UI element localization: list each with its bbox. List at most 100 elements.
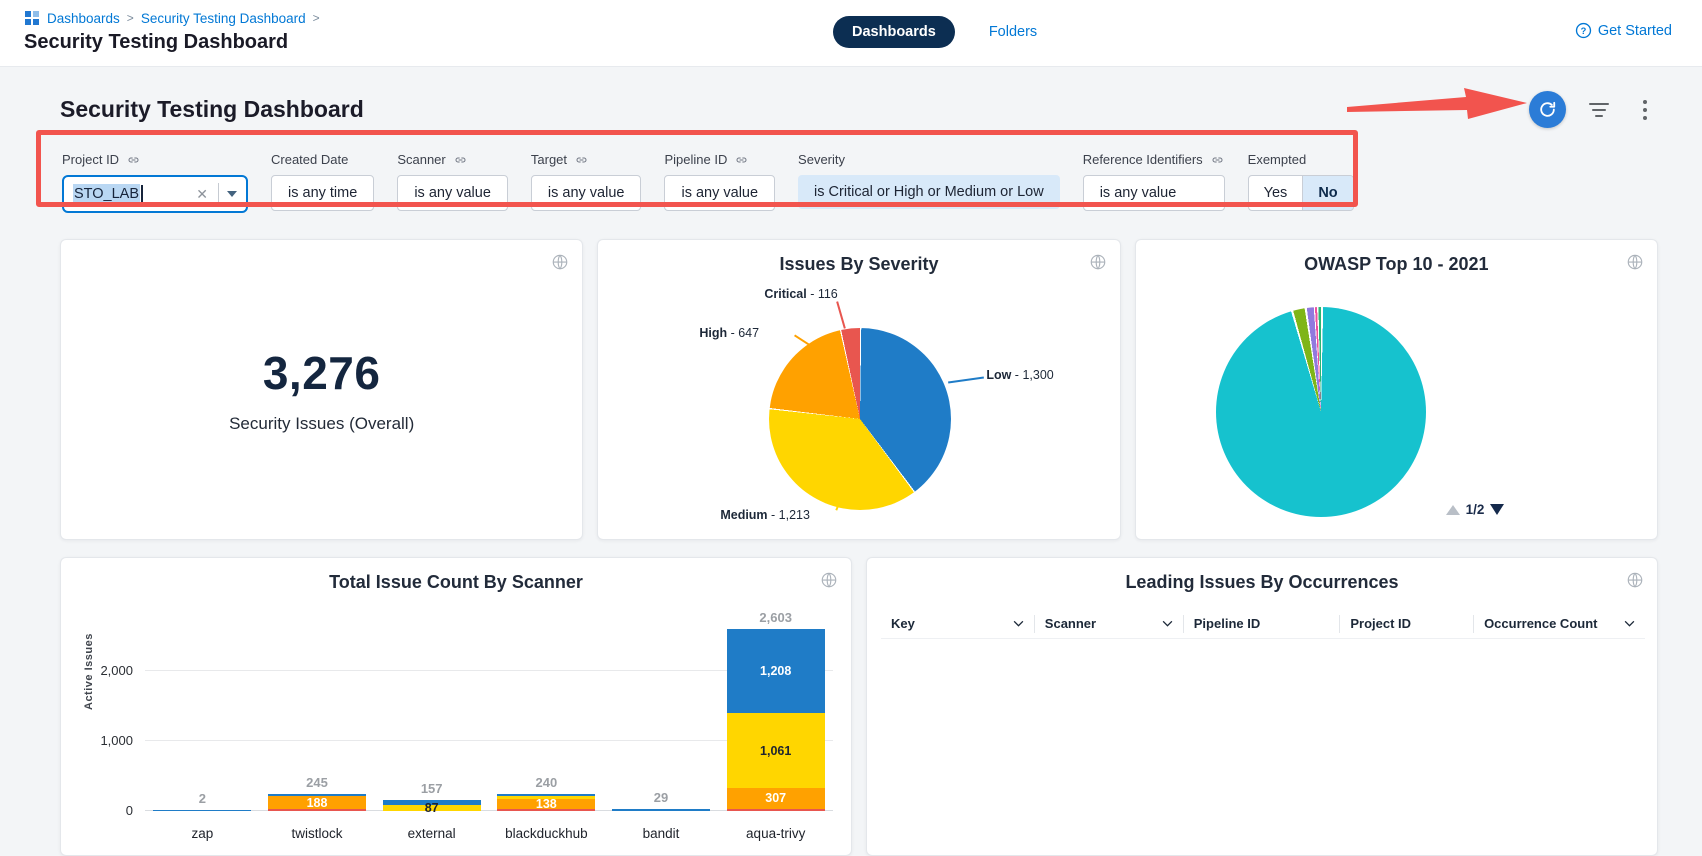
- filter-label-target: Target: [531, 152, 567, 167]
- column-header-scanner[interactable]: Scanner: [1034, 615, 1183, 633]
- occurrences-table-title: Leading Issues By Occurrences: [867, 572, 1657, 593]
- severity-chart-title: Issues By Severity: [598, 254, 1119, 275]
- filter-created-date: Created Date is any time: [271, 152, 374, 211]
- callout-critical: Critical - 116: [764, 287, 837, 301]
- legend-pagination: 1/2: [1446, 502, 1505, 517]
- column-header-project-id[interactable]: Project ID: [1339, 615, 1473, 633]
- exempted-toggle: Yes No: [1248, 175, 1354, 211]
- breadcrumb-dashboards[interactable]: Dashboards: [47, 11, 120, 26]
- bar-slot-bandit: 29: [604, 610, 719, 811]
- page-down-icon[interactable]: [1490, 504, 1504, 515]
- chevron-down-icon: [1013, 620, 1024, 627]
- bar-total-label: 157: [421, 781, 443, 796]
- bar-segment-high-twistlock[interactable]: 188: [268, 796, 366, 809]
- globe-icon: [1089, 253, 1107, 276]
- refresh-icon: [1538, 100, 1557, 119]
- get-started-link[interactable]: ? Get Started: [1575, 22, 1672, 39]
- scanner-filter-button[interactable]: is any value: [397, 175, 508, 211]
- exempted-option-no[interactable]: No: [1302, 176, 1352, 210]
- reference-identifiers-filter-button[interactable]: is any value: [1083, 175, 1225, 211]
- filter-label-project-id: Project ID: [62, 152, 119, 167]
- bar-plot: 01,0002,000224518815787240138292,6031,20…: [145, 610, 833, 811]
- bar-segment-critical-twistlock[interactable]: [268, 809, 366, 811]
- filter-reference-identifiers: Reference Identifiers is any value: [1083, 152, 1225, 211]
- bar-slot-blackduckhub: 240138: [489, 610, 604, 811]
- filter-label-created-date: Created Date: [271, 152, 348, 167]
- target-filter-button[interactable]: is any value: [531, 175, 642, 211]
- breadcrumb-security-testing-dashboard[interactable]: Security Testing Dashboard: [141, 11, 306, 26]
- column-header-key[interactable]: Key: [881, 615, 1034, 633]
- tab-dashboards[interactable]: Dashboards: [833, 16, 955, 48]
- y-tick-label: 0: [126, 803, 133, 818]
- bar-segment-high-blackduckhub[interactable]: 138: [497, 799, 595, 809]
- bar-segment-medium-aqua-trivy[interactable]: 1,061: [727, 713, 825, 787]
- bar-slot-twistlock: 245188: [260, 610, 375, 811]
- refresh-button[interactable]: [1529, 91, 1566, 128]
- tile-total-issue-count-by-scanner: Total Issue Count By Scanner Active Issu…: [60, 557, 852, 856]
- bar-slot-aqua-trivy: 2,6031,2081,061307: [718, 610, 833, 811]
- help-question-icon: ?: [1575, 22, 1592, 39]
- bar-segment-label: 188: [268, 796, 366, 809]
- y-tick-label: 1,000: [100, 733, 133, 748]
- bar-slot-external: 157 87: [374, 610, 489, 811]
- filter-lines-icon: [1589, 102, 1609, 118]
- more-options-button[interactable]: [1632, 97, 1658, 123]
- bar-total-label: 245: [306, 775, 328, 790]
- link-icon: [574, 154, 589, 166]
- bar-segment-low-zap[interactable]: [153, 810, 251, 811]
- bar-segment-critical-blackduckhub[interactable]: [497, 809, 595, 811]
- callout-high: High - 647: [699, 326, 759, 340]
- kebab-menu-icon: [1642, 99, 1648, 121]
- owasp-pie[interactable]: [1216, 307, 1426, 517]
- severity-pie[interactable]: [769, 328, 951, 510]
- pipeline-id-filter-button[interactable]: is any value: [664, 175, 775, 211]
- page-up-icon[interactable]: [1446, 505, 1460, 515]
- filter-label-scanner: Scanner: [397, 152, 445, 167]
- x-category-label-blackduckhub: blackduckhub: [489, 826, 604, 841]
- bar-segment-medium-external[interactable]: 87: [383, 805, 481, 811]
- leader-line-low: [948, 377, 984, 384]
- tiles-row-2: Total Issue Count By Scanner Active Issu…: [60, 557, 1658, 856]
- clear-icon[interactable]: ✕: [196, 186, 208, 203]
- bar-segment-low-aqua-trivy[interactable]: 1,208: [727, 629, 825, 714]
- tab-folders[interactable]: Folders: [989, 24, 1037, 40]
- filters-button[interactable]: [1586, 97, 1612, 123]
- bar-segment-label: 1,208: [727, 665, 825, 678]
- text-cursor: [141, 185, 143, 203]
- bar-segment-high-aqua-trivy[interactable]: 307: [727, 788, 825, 809]
- owasp-chart-title: OWASP Top 10 - 2021: [1136, 254, 1657, 275]
- severity-filter-chip[interactable]: is Critical or High or Medium or Low: [798, 175, 1060, 209]
- exempted-option-yes[interactable]: Yes: [1249, 176, 1303, 210]
- filter-target: Target is any value: [531, 152, 642, 211]
- link-icon: [1210, 154, 1225, 166]
- project-id-input[interactable]: STO_LAB ✕: [62, 175, 248, 213]
- column-header-occurrence-count[interactable]: Occurrence Count: [1473, 615, 1645, 633]
- breadcrumb-separator: >: [313, 11, 320, 25]
- link-icon: [126, 154, 141, 166]
- bar-segment-critical-aqua-trivy[interactable]: [727, 809, 825, 811]
- column-header-pipeline-id[interactable]: Pipeline ID: [1183, 615, 1340, 633]
- bar-segment-label: 307: [727, 792, 825, 805]
- input-divider: [218, 183, 219, 205]
- created-date-filter-button[interactable]: is any time: [271, 175, 374, 211]
- dashboard-controls: [1529, 91, 1658, 128]
- callout-low: Low - 1,300: [986, 368, 1053, 382]
- filter-label-pipeline-id: Pipeline ID: [664, 152, 727, 167]
- top-navigation-bar: Dashboards > Security Testing Dashboard …: [0, 0, 1702, 67]
- x-category-label-twistlock: twistlock: [260, 826, 375, 841]
- chevron-down-icon[interactable]: [227, 191, 237, 197]
- occurrences-header: KeyScannerPipeline IDProject IDOccurrenc…: [881, 609, 1645, 639]
- bar-segment-low-bandit[interactable]: [612, 809, 710, 811]
- y-tick-label: 2,000: [100, 663, 133, 678]
- overall-issues-value: 3,276: [263, 346, 381, 400]
- tile-security-issues-overall: 3,276 Security Issues (Overall): [60, 239, 583, 540]
- svg-text:?: ?: [1580, 26, 1586, 36]
- bar-slot-zap: 2: [145, 610, 260, 811]
- link-icon: [734, 154, 749, 166]
- tiles-row-1: 3,276 Security Issues (Overall) Issues B…: [60, 239, 1658, 540]
- globe-icon: [551, 253, 569, 276]
- chevron-down-icon: [1624, 620, 1635, 627]
- callout-medium: Medium - 1,213: [720, 508, 810, 522]
- globe-icon: [820, 571, 838, 594]
- filter-label-severity: Severity: [798, 152, 845, 167]
